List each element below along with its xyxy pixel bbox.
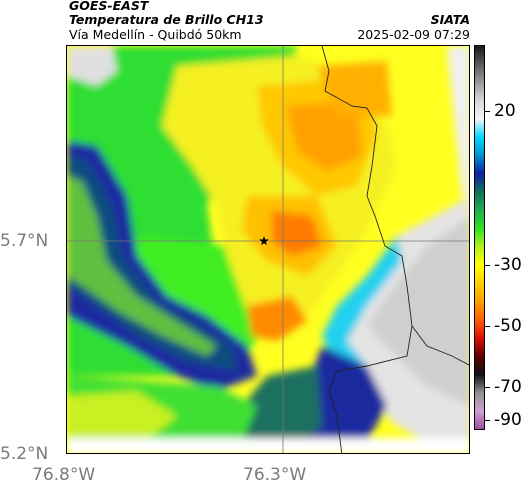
timestamp: 2025-02-09 07:29 xyxy=(357,27,470,42)
map-title: Temperatura de Brillo CH13 xyxy=(69,12,264,27)
colorbar-label: -50 xyxy=(494,316,522,336)
colorbar-tick xyxy=(485,420,490,421)
colorbar-label: -70 xyxy=(494,377,522,397)
lat-label: 5.7°N xyxy=(0,231,49,251)
colorbar-tick xyxy=(485,326,490,327)
lat-label: 5.2°N xyxy=(0,444,49,464)
star-icon[interactable] xyxy=(259,236,269,246)
department-border xyxy=(321,46,413,453)
department-border-2 xyxy=(411,325,469,366)
colorbar-tick xyxy=(485,111,490,112)
map-canvas xyxy=(67,46,469,453)
lon-label: 76.3°W xyxy=(243,465,307,485)
colorbar-tick xyxy=(485,387,490,388)
colorbar-tick xyxy=(485,265,490,266)
satellite-map[interactable] xyxy=(66,45,470,454)
temperature-field xyxy=(67,46,469,453)
lon-label: 76.8°W xyxy=(32,465,96,485)
colorbar xyxy=(474,45,485,430)
colorbar-label: 20 xyxy=(494,101,516,121)
satellite-source: GOES-EAST xyxy=(69,0,149,13)
colorbar-label: -30 xyxy=(494,255,522,275)
colorbar-label: -90 xyxy=(494,410,522,430)
map-subtitle: Vía Medellín - Quibdó 50km xyxy=(69,27,242,42)
organization-label: SIATA xyxy=(430,12,470,27)
